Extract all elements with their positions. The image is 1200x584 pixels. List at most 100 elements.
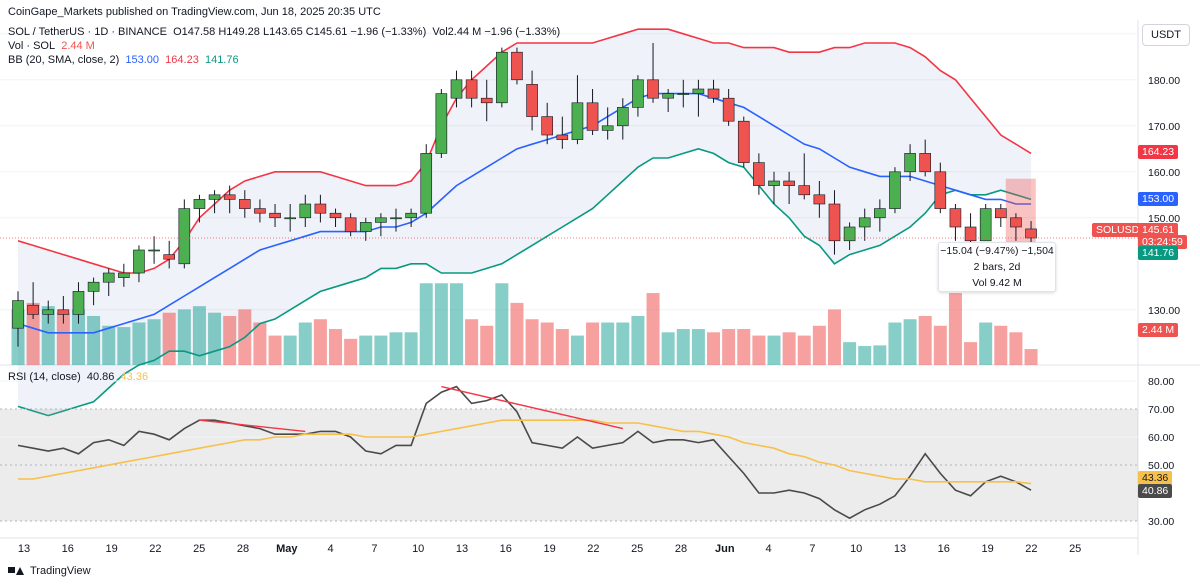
candle-body (12, 300, 24, 329)
volume-bar (26, 302, 40, 365)
candle-body (208, 194, 221, 200)
volume-bar (752, 335, 766, 365)
rsi-band (0, 409, 1138, 521)
legend-symbol-row: SOL / TetherUS · 1D · BINANCE O147.58 H1… (8, 26, 560, 38)
legend-symbol[interactable]: SOL / TetherUS · 1D · BINANCE (8, 26, 167, 38)
measure-tooltip: −15.04 (−9.47%) −1,504 2 bars, 2d Vol 9.… (938, 242, 1056, 292)
candle-body (843, 226, 856, 242)
volume-bar (737, 329, 751, 365)
volume-bar (888, 322, 902, 365)
time-axis-label: 16 (938, 543, 950, 555)
rsi-ma-line (18, 419, 1032, 485)
legend-bb-upper: 164.23 (165, 54, 199, 66)
legend-vol-label[interactable]: Vol · SOL (8, 40, 56, 52)
volume-bar (480, 325, 494, 365)
measure-bars: 2 bars, 2d (973, 261, 1021, 273)
rsi-axis-label: 60.00 (1148, 432, 1174, 444)
volume-bar (1024, 349, 1038, 365)
volume-bar (87, 315, 101, 365)
candle-body (632, 79, 644, 108)
legend-rsi-row: RSI (14, close) 40.86 43.36 (8, 371, 148, 383)
bb-basis-line (17, 92, 1032, 334)
candle-body (72, 291, 85, 315)
candle-body (874, 208, 886, 219)
time-axis-label: 13 (18, 543, 30, 555)
time-axis-label: 4 (766, 543, 772, 555)
candle-body (1010, 217, 1022, 228)
time-axis-label: 13 (456, 543, 468, 555)
volume-bar (419, 283, 433, 365)
volume-bar (177, 309, 191, 365)
price-axis-label: 150.00 (1148, 213, 1180, 225)
volume-bar (979, 322, 993, 365)
bb-lower-tag: 141.76 (1138, 246, 1179, 260)
candle-body (783, 180, 795, 186)
candle-body (375, 217, 387, 223)
time-axis-label: 7 (371, 543, 377, 555)
volume-bar (404, 332, 418, 365)
volume-bar (117, 327, 131, 365)
volume-bar (525, 319, 539, 365)
legend-bb-label[interactable]: BB (20, SMA, close, 2) (8, 54, 120, 66)
bb-basis-tag: 153.00 (1138, 192, 1179, 206)
candle-body (722, 97, 735, 122)
volume-bar (691, 329, 705, 365)
divergence-line (199, 419, 306, 433)
candle-body (178, 208, 191, 265)
legend-rsi-label[interactable]: RSI (14, close) (8, 371, 81, 383)
legend-vol: Vol2.44 M −1.96 (−1.33%) (432, 26, 561, 38)
candle-body (254, 208, 266, 214)
candle-body (934, 171, 947, 209)
candle-body (601, 125, 614, 131)
candle-body (284, 217, 296, 220)
volume-bar (631, 315, 645, 365)
candle-body (964, 226, 977, 242)
rsi-ma-tag: 43.36 (1138, 471, 1173, 485)
bb-upper-tag: 164.23 (1138, 145, 1179, 159)
volume-bar (162, 312, 176, 365)
currency-button[interactable]: USDT (1142, 24, 1190, 46)
volume-bar (495, 283, 509, 365)
candle-body (465, 79, 478, 99)
volume-bar (540, 322, 554, 365)
volume-bar (268, 335, 282, 365)
candle-body (949, 208, 962, 228)
volume-bar (253, 322, 267, 365)
volume-bar (843, 342, 857, 365)
volume-tag: 2.44 M (1138, 323, 1179, 337)
candle-body (979, 208, 992, 242)
candle-body (813, 194, 826, 205)
time-axis-label: 4 (328, 543, 334, 555)
legend-bb-row: BB (20, SMA, close, 2) 153.00 164.23 141… (8, 54, 239, 66)
price-axis-label: 130.00 (1148, 305, 1180, 317)
time-axis-label: Jun (715, 543, 735, 555)
candle-body (541, 116, 554, 136)
volume-bar (722, 329, 736, 365)
tradingview-footer[interactable]: TradingView (8, 565, 91, 577)
volume-bar (41, 306, 55, 365)
volume-bar (903, 319, 917, 365)
bb-band-fill (18, 29, 1032, 416)
candle-body (329, 212, 342, 219)
volume-bar (707, 332, 721, 365)
volume-bar (283, 335, 297, 365)
rsi-axis-label: 70.00 (1148, 404, 1174, 416)
time-axis-label: 16 (62, 543, 74, 555)
time-axis-label: 13 (894, 543, 906, 555)
volume-bar (918, 315, 932, 365)
volume-bar (192, 306, 206, 365)
candle-body (677, 93, 690, 95)
symbol-tag: SOLUSDT (1092, 223, 1150, 237)
candle-body (798, 185, 811, 196)
candle-body (133, 249, 145, 274)
rsi-axis-label: 50.00 (1148, 460, 1174, 472)
candle-body (707, 88, 720, 99)
bar-countdown-tag: 03:24:59 (1138, 235, 1187, 249)
footer-brand: TradingView (30, 565, 91, 577)
volume-bar (1009, 332, 1023, 365)
volume-bar (71, 309, 85, 365)
candle-body (118, 272, 130, 278)
legend-vol-value: 2.44 M (61, 40, 95, 52)
volume-bar (601, 322, 615, 365)
